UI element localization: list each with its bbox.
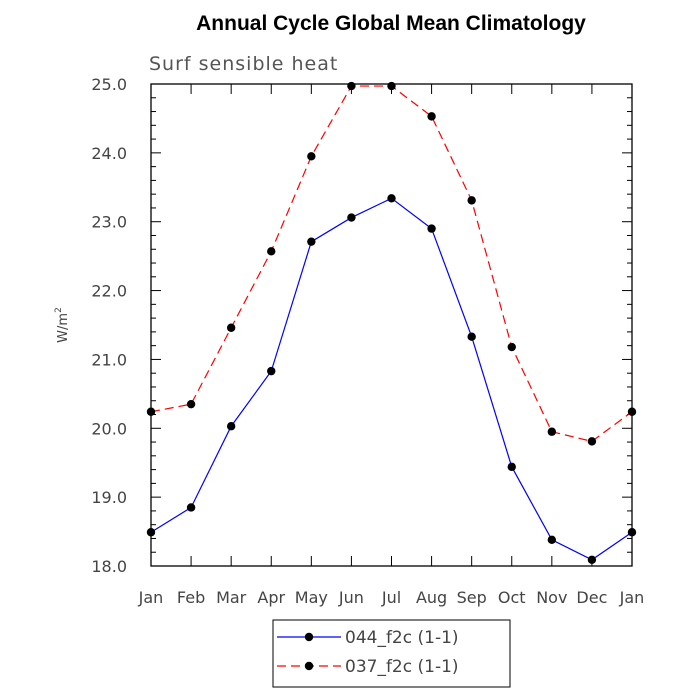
data-point [507,462,516,472]
data-point [547,535,557,545]
series-layer [146,81,637,565]
x-tick-label: Jan [138,588,164,607]
x-tick-label: Nov [536,588,567,607]
chart-subtitle: Surf sensible heat [149,53,338,75]
y-tick-label: 25.0 [91,75,127,94]
data-point [267,247,276,256]
legend-marker [304,632,314,642]
series-line [150,197,633,561]
x-tick-label: Feb [177,588,205,607]
data-point [226,323,236,332]
y-tick-label: 21.0 [91,350,127,369]
data-point [627,528,637,537]
data-point [387,81,396,91]
x-tick-label: Mar [216,588,247,607]
y-tick-label: 18.0 [91,557,127,576]
y-tick-label: 24.0 [91,144,127,163]
data-point [587,555,597,565]
data-point [387,194,396,203]
data-point [226,422,236,431]
x-tick-label: Jun [338,588,364,607]
data-point [547,427,557,436]
y-axis-label: W/m2 [54,307,71,343]
x-tick-label: Apr [257,588,285,607]
series-line [150,85,633,443]
x-tick-label: Aug [416,588,447,607]
series-2 [146,81,637,446]
data-point [186,503,196,512]
y-tick-label: 22.0 [91,282,127,301]
chart-title: Annual Cycle Global Mean Climatology [196,12,586,35]
x-tick-label: Jul [381,588,401,607]
legend-label: 037_f2c (1-1) [345,657,459,677]
data-point [146,528,156,537]
data-point [467,196,476,205]
data-point [347,213,356,222]
data-point [347,81,356,91]
plot-frame [150,83,633,567]
data-point [507,342,516,352]
x-tick-label: Dec [576,588,607,607]
legend: 044_f2c (1-1) 037_f2c (1-1) [272,619,511,688]
data-point [587,437,597,446]
y-tick-label: 20.0 [91,419,127,438]
data-point [267,366,276,376]
y-tick-label: 23.0 [91,213,127,232]
data-point [427,224,436,233]
legend-box [272,619,511,688]
data-point [146,407,156,416]
x-tick-label: Jan [619,588,645,607]
x-tick-label: Sep [457,588,487,607]
legend-label: 044_f2c (1-1) [345,628,459,648]
series-1 [146,194,637,565]
axes: Jan Feb Mar Apr May Jun Jul Aug Sep Oct Nov Dec Jan 1… [54,75,644,607]
y-tick-label: 19.0 [91,488,127,507]
x-tick-label: Oct [498,588,526,607]
legend-marker [304,661,314,671]
x-tick-label: May [295,588,328,607]
data-point [467,332,476,341]
data-point [307,152,316,161]
data-point [627,407,637,416]
data-point [186,399,196,409]
data-point [427,112,436,121]
data-point [307,237,316,246]
